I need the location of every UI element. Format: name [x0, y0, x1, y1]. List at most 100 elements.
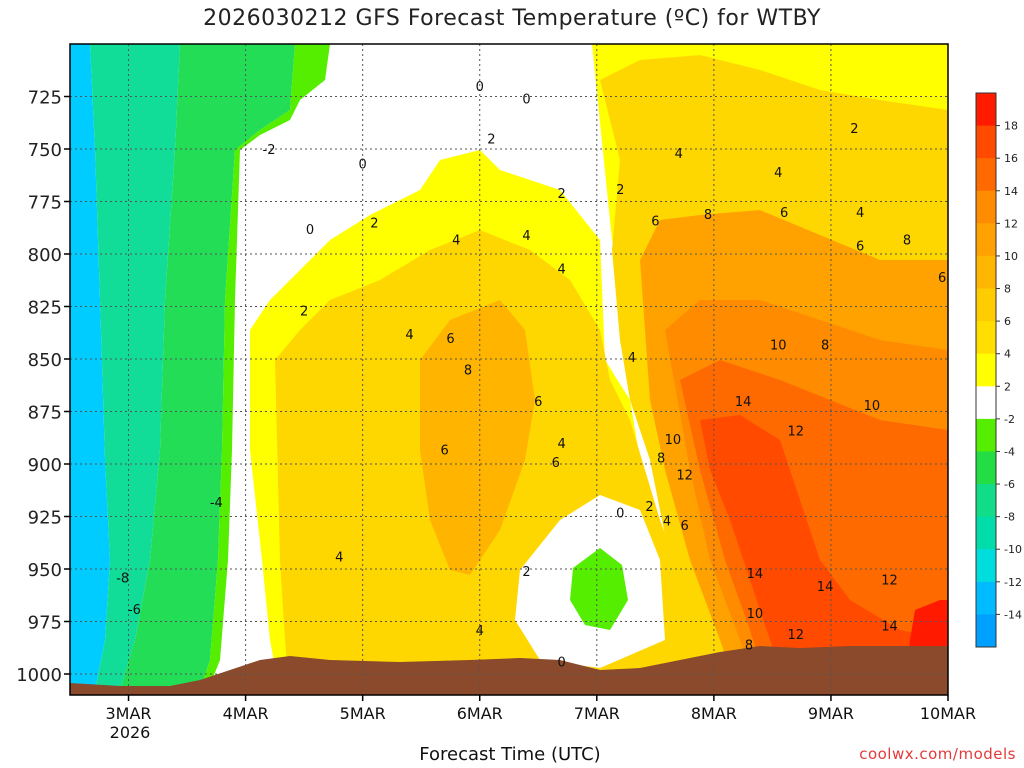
contour-label: 14: [747, 567, 764, 582]
contour-label: 8: [821, 338, 829, 353]
plot-area: [70, 44, 948, 695]
contour-label: 4: [405, 328, 413, 343]
y-tick-label: 900: [28, 455, 62, 476]
x-tick-label: 8MAR: [691, 704, 737, 723]
credit-text: coolwx.com/models: [859, 745, 1016, 763]
colorbar-label: -8: [1004, 511, 1015, 524]
contour-label: 4: [675, 147, 683, 162]
y-tick-label: 850: [28, 350, 62, 371]
contour-label: 4: [476, 624, 484, 639]
contour-label: 2: [370, 217, 378, 232]
contour-label: -6: [128, 603, 141, 618]
contour-label: 8: [745, 639, 753, 654]
colorbar-label: 16: [1004, 152, 1018, 165]
contour-label: 0: [359, 158, 367, 173]
x-axis: 3MAR 4MAR 5MAR 6MAR 7MAR 8MAR 9MAR 10MAR: [106, 695, 976, 723]
colorbar-swatch: [976, 451, 996, 485]
colorbar-label: 10: [1004, 250, 1018, 263]
contour-label: 2: [850, 122, 858, 137]
warm-core-8mar: [700, 415, 948, 695]
colorbar-swatch: [976, 223, 996, 257]
contour-label: 6: [856, 240, 864, 255]
contour-label: 10: [864, 399, 881, 414]
chart-title: 2026030212 GFS Forecast Temperature (ºC)…: [203, 6, 821, 31]
colorbar-label: -2: [1004, 413, 1015, 426]
contour-label: 6: [534, 395, 542, 410]
contour-label: 6: [680, 519, 688, 534]
y-tick-label: 750: [28, 140, 62, 161]
contour-label: 4: [774, 166, 782, 181]
contour-label: 6: [651, 214, 659, 229]
x-tick-label: 3MAR: [106, 704, 152, 723]
colorbar-swatch: [976, 190, 996, 224]
contour-label: 2: [300, 305, 308, 320]
cold-pocket-green: [570, 548, 628, 630]
contour-label: 0: [616, 506, 624, 521]
colorbar-swatch: [976, 255, 996, 290]
y-tick-label: 875: [28, 403, 62, 424]
contour-label: 10: [747, 607, 764, 622]
x-tick-label: 4MAR: [223, 704, 269, 723]
contour-label: 12: [676, 469, 693, 484]
contour-label: 0: [522, 93, 530, 108]
y-tick-label: 925: [28, 508, 62, 529]
contour-label: 12: [788, 628, 805, 643]
y-axis: 725 750 775 800 825 850 875 900 925 950 975 1000: [16, 88, 70, 686]
y-tick-label: 1000: [16, 665, 62, 686]
contour-label: 14: [735, 395, 752, 410]
contour-label: 4: [628, 351, 636, 366]
contour-label: 0: [476, 80, 484, 95]
colorbar: 18 16 14 12 10 8 6 4 2 -2 -4 -6 -8 -10 -12 -14: [975, 92, 1022, 648]
contour-label: 4: [522, 229, 530, 244]
contour-label: 6: [446, 332, 454, 347]
x-tick-label: 5MAR: [340, 704, 386, 723]
colorbar-swatch: [976, 353, 996, 387]
contour-label: 8: [464, 364, 472, 379]
contour-label: 2: [487, 133, 495, 148]
contour-label: 4: [335, 550, 343, 565]
contour-label: 2: [616, 183, 624, 198]
colorbar-label: 2: [1004, 380, 1011, 393]
x-axis-label: Forecast Time (UTC): [419, 744, 601, 765]
plot-frame: [69, 43, 949, 696]
contour-label: 6: [780, 206, 788, 221]
cold-zone-teal: [90, 44, 180, 690]
contour-label: 8: [657, 452, 665, 467]
y-tick-label: 725: [28, 88, 62, 109]
warm-core-6mar: [420, 300, 535, 575]
cold-zone-cyan: [70, 44, 110, 695]
contour-label: 2: [522, 565, 530, 580]
contour-label: 10: [665, 433, 682, 448]
contour-label: 12: [788, 424, 805, 439]
x-year-label: 2026: [110, 723, 151, 742]
colorbar-label: -14: [1004, 608, 1022, 621]
contour-label: 6: [440, 443, 448, 458]
colorbar-label: 8: [1004, 283, 1011, 296]
y-tick-label: 975: [28, 613, 62, 634]
contour-label: 8: [903, 233, 911, 248]
colorbar-frame: [975, 92, 997, 648]
colorbar-label: 18: [1004, 120, 1018, 133]
x-tick-label: 9MAR: [808, 704, 854, 723]
terrain: [70, 646, 948, 695]
colorbar-label: 4: [1004, 348, 1011, 361]
y-tick-label: 825: [28, 298, 62, 319]
colorbar-swatch: [976, 549, 996, 583]
colorbar-label: 14: [1004, 185, 1018, 198]
contour-label: 6: [938, 271, 946, 286]
contour-label: 10: [770, 338, 787, 353]
x-tick-label: 6MAR: [457, 704, 503, 723]
contour-label: 8: [704, 208, 712, 223]
colorbar-label: -12: [1004, 576, 1022, 589]
contour-label: 12: [881, 574, 898, 589]
y-tick-label: 800: [28, 245, 62, 266]
colorbar-swatch: [976, 614, 996, 648]
colorbar-swatch: [976, 288, 996, 322]
contour-label: 0: [558, 655, 566, 670]
colorbar-label: -6: [1004, 478, 1015, 491]
x-tick-label: 7MAR: [574, 704, 620, 723]
contour-label: 2: [558, 187, 566, 202]
colorbar-label: 6: [1004, 315, 1011, 328]
